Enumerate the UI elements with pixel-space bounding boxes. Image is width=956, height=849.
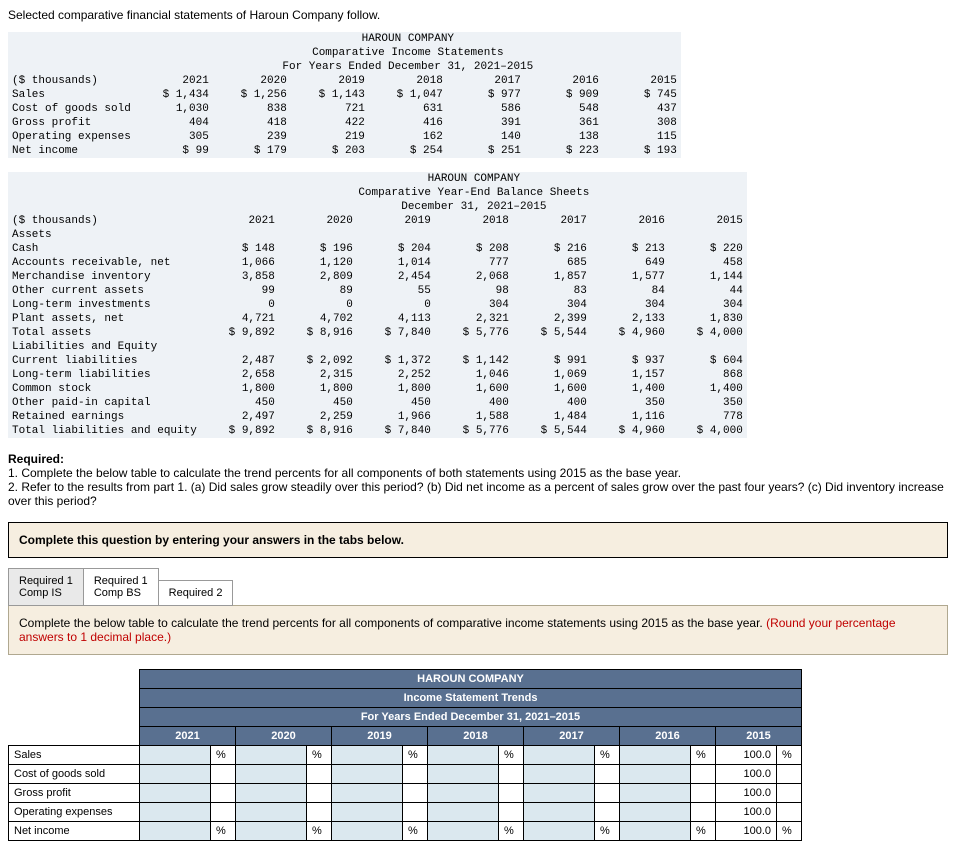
trend-pct-cell [499, 784, 524, 803]
trend-pct-cell [211, 784, 236, 803]
trend-input[interactable] [524, 803, 595, 822]
trend-pct-cell: % [691, 822, 716, 841]
complete-prompt-box: Complete this question by entering your … [8, 522, 948, 558]
trend-input[interactable] [620, 765, 691, 784]
trend-base-pct [777, 784, 802, 803]
trend-input[interactable] [428, 765, 499, 784]
trend-pct-cell: % [691, 746, 716, 765]
trend-pct-cell: % [403, 822, 428, 841]
tab-bar: Required 1Comp ISRequired 1Comp BSRequir… [8, 568, 948, 606]
trend-pct-cell: % [307, 822, 332, 841]
instructions-main: Complete the below table to calculate th… [19, 616, 766, 630]
trend-base-value: 100.0 [716, 784, 777, 803]
trend-input[interactable] [428, 803, 499, 822]
trend-pct-cell [403, 765, 428, 784]
balance-sheet-table: HAROUN COMPANYComparative Year-End Balan… [8, 172, 747, 438]
trend-pct-cell [403, 803, 428, 822]
trend-pct-cell [307, 765, 332, 784]
trend-pct-cell [595, 803, 620, 822]
tab-0[interactable]: Required 1Comp IS [8, 568, 84, 606]
trend-pct-cell [307, 784, 332, 803]
trend-pct-cell [307, 803, 332, 822]
trend-pct-cell: % [211, 822, 236, 841]
trend-input[interactable] [428, 822, 499, 841]
required-line-2: 2. Refer to the results from part 1. (a)… [8, 480, 944, 508]
trend-pct-cell [499, 765, 524, 784]
trend-pct-cell [595, 765, 620, 784]
required-heading: Required: [8, 452, 64, 466]
trend-pct-cell [403, 784, 428, 803]
trend-input[interactable] [140, 784, 211, 803]
trend-pct-cell: % [211, 746, 236, 765]
trend-row-label: Operating expenses [9, 803, 140, 822]
trend-input[interactable] [140, 803, 211, 822]
trend-base-value: 100.0 [716, 746, 777, 765]
trend-input[interactable] [620, 803, 691, 822]
trend-row-label: Cost of goods sold [9, 765, 140, 784]
trend-input[interactable] [140, 746, 211, 765]
trend-pct-cell [691, 803, 716, 822]
trend-input[interactable] [236, 803, 307, 822]
trend-input[interactable] [236, 822, 307, 841]
trend-pct-cell: % [595, 822, 620, 841]
trend-row-label: Sales [9, 746, 140, 765]
trend-input[interactable] [620, 784, 691, 803]
trend-input[interactable] [620, 746, 691, 765]
trend-pct-cell: % [595, 746, 620, 765]
trend-input[interactable] [236, 765, 307, 784]
trend-pct-cell: % [307, 746, 332, 765]
trend-pct-cell [211, 803, 236, 822]
trend-pct-cell: % [499, 822, 524, 841]
trend-input[interactable] [524, 765, 595, 784]
trend-input[interactable] [428, 784, 499, 803]
tab-1[interactable]: Required 1Comp BS [83, 568, 159, 606]
trend-base-pct: % [777, 822, 802, 841]
trend-base-value: 100.0 [716, 822, 777, 841]
trend-input[interactable] [524, 822, 595, 841]
trend-base-pct [777, 803, 802, 822]
trend-input[interactable] [332, 822, 403, 841]
trend-pct-cell [595, 784, 620, 803]
trend-input[interactable] [524, 746, 595, 765]
trend-pct-cell [499, 803, 524, 822]
tab-instructions: Complete the below table to calculate th… [8, 605, 948, 655]
required-line-1: 1. Complete the below table to calculate… [8, 466, 681, 480]
trend-pct-cell: % [499, 746, 524, 765]
trend-base-pct: % [777, 746, 802, 765]
trend-input[interactable] [332, 765, 403, 784]
trend-pct-cell [211, 765, 236, 784]
trend-input[interactable] [140, 822, 211, 841]
tab-2[interactable]: Required 2 [158, 580, 234, 606]
trend-input[interactable] [524, 784, 595, 803]
income-statement-table: HAROUN COMPANYComparative Income Stateme… [8, 32, 681, 158]
trend-pct-cell [691, 765, 716, 784]
trend-base-value: 100.0 [716, 803, 777, 822]
trend-pct-cell: % [403, 746, 428, 765]
trend-input[interactable] [236, 746, 307, 765]
intro-text: Selected comparative financial statement… [8, 8, 948, 22]
trend-base-value: 100.0 [716, 765, 777, 784]
required-block: Required: 1. Complete the below table to… [8, 452, 948, 508]
trend-row-label: Gross profit [9, 784, 140, 803]
trend-pct-cell [691, 784, 716, 803]
trend-input[interactable] [428, 746, 499, 765]
trend-row-label: Net income [9, 822, 140, 841]
trend-input[interactable] [140, 765, 211, 784]
trend-input[interactable] [332, 784, 403, 803]
trend-input[interactable] [332, 803, 403, 822]
trend-input[interactable] [620, 822, 691, 841]
trend-table: HAROUN COMPANYIncome Statement TrendsFor… [8, 669, 802, 841]
trend-base-pct [777, 765, 802, 784]
trend-input[interactable] [332, 746, 403, 765]
trend-input[interactable] [236, 784, 307, 803]
